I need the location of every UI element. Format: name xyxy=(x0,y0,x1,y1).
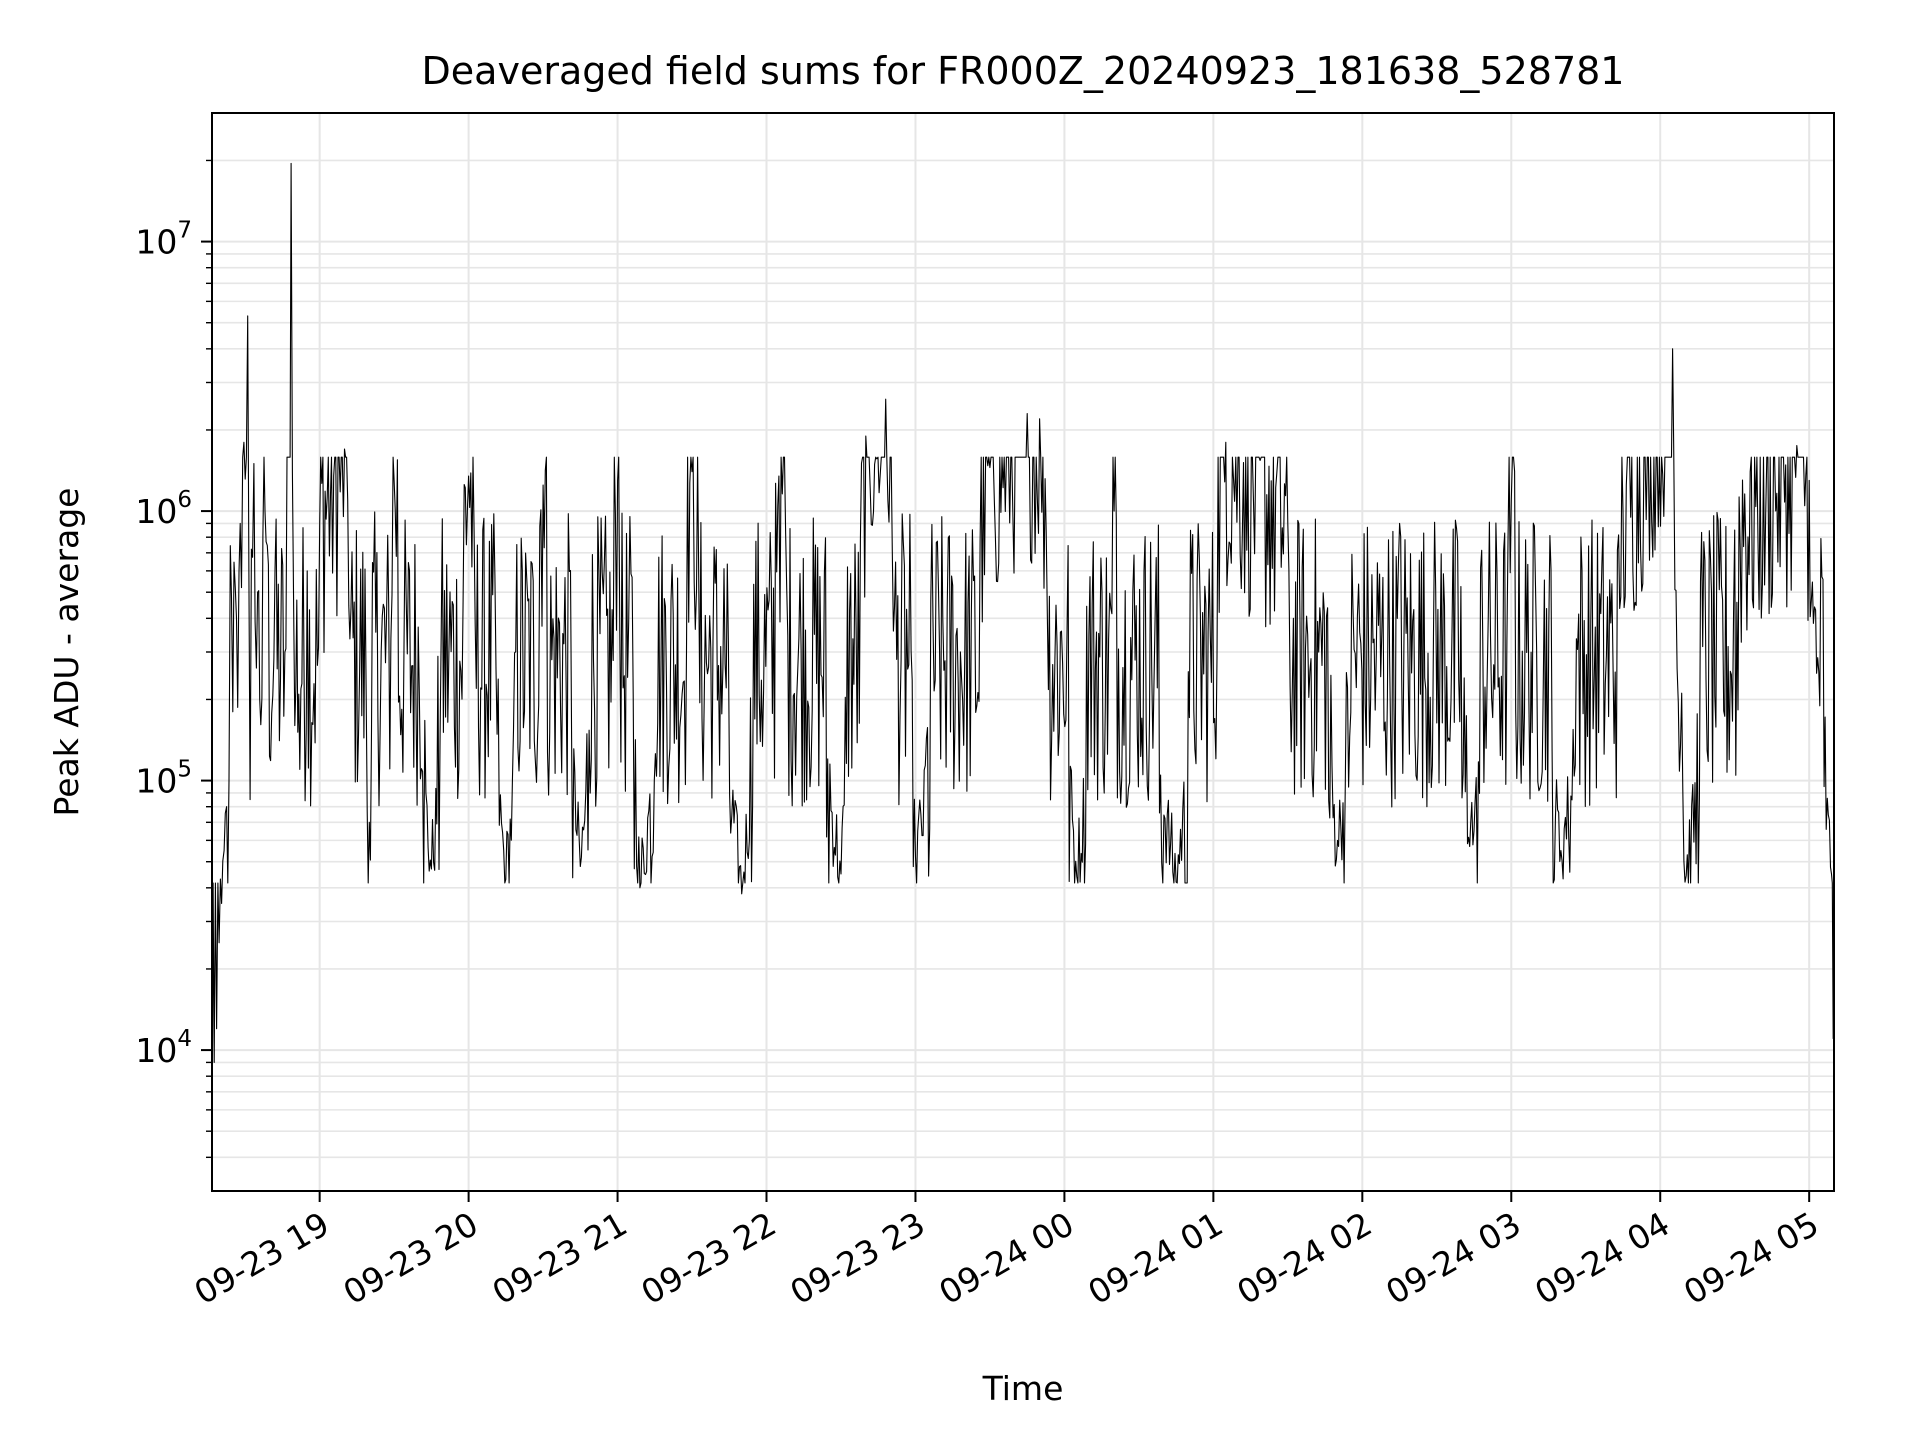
series-line xyxy=(211,162,1834,1144)
y-tick-label: 107 xyxy=(135,218,192,262)
chart-title: Deaveraged field sums for FR000Z_2024092… xyxy=(422,49,1625,93)
y-tick-label: 106 xyxy=(135,487,192,531)
series-layer xyxy=(211,162,1834,1144)
y-axis: 104 105 106 107 xyxy=(135,159,212,1159)
x-axis-label: Time xyxy=(982,1369,1064,1408)
y-tick-label: 105 xyxy=(135,757,192,801)
y-tick-label: 104 xyxy=(135,1026,192,1070)
y-axis-label: Peak ADU - average xyxy=(47,488,86,817)
